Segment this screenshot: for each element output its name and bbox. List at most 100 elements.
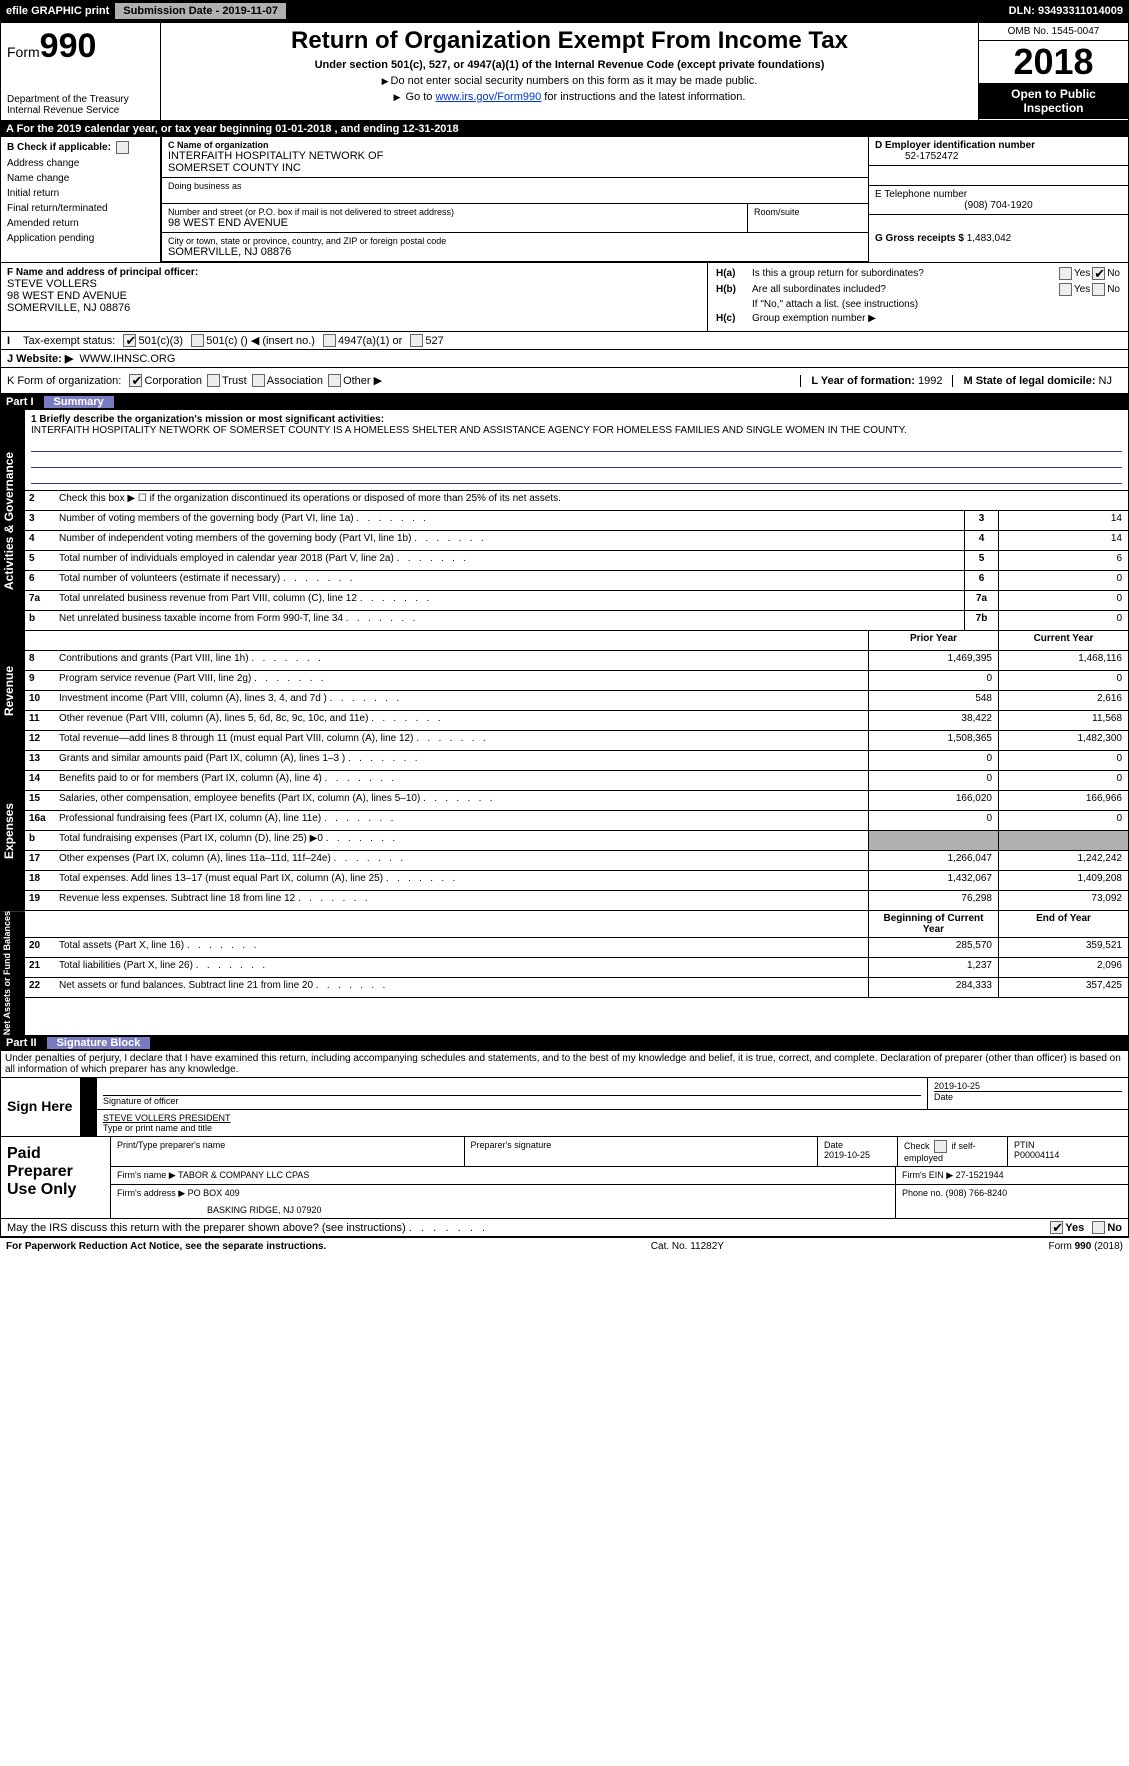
part2-label: Part II — [6, 1037, 47, 1049]
firm-name: TABOR & COMPANY LLC CPAS — [178, 1170, 309, 1180]
row-a-tax-year: A For the 2019 calendar year, or tax yea… — [0, 121, 1129, 137]
sign-here-label: Sign Here — [1, 1078, 81, 1136]
balance-table: Net Assets or Fund Balances Beginning of… — [0, 911, 1129, 1035]
501c3: 501(c)(3) — [138, 335, 183, 347]
col-d: D Employer identification number 52-1752… — [868, 137, 1128, 262]
hc-label: H(c) — [716, 313, 752, 324]
prep-label: Paid Preparer Use Only — [1, 1137, 111, 1218]
527: 527 — [425, 335, 443, 347]
k-label: K Form of organization: — [7, 375, 121, 387]
city-val: SOMERVILLE, NJ 08876 — [168, 246, 862, 258]
checkbox-checked-icon[interactable] — [129, 374, 142, 387]
firm-name-label: Firm's name ▶ — [117, 1170, 178, 1180]
checkbox-icon[interactable] — [1092, 1221, 1105, 1234]
city-box: City or town, state or province, country… — [161, 233, 868, 262]
l-label: L Year of formation: — [811, 375, 918, 387]
py-cy-header: Prior Year Current Year — [25, 631, 1128, 651]
line2-text: Check this box ▶ ☐ if the organization d… — [55, 491, 1128, 510]
table-row: 16aProfessional fundraising fees (Part I… — [25, 811, 1128, 831]
prep-date-label: Date — [824, 1140, 891, 1150]
b-label: B Check if applicable: — [7, 141, 154, 154]
table-row: 14Benefits paid to or for members (Part … — [25, 771, 1128, 791]
tel-label: E Telephone number — [875, 189, 1122, 200]
tel-box: E Telephone number (908) 704-1920 — [869, 186, 1128, 215]
form-title: Return of Organization Exempt From Incom… — [169, 27, 970, 55]
revenue-table: Revenue Prior Year Current Year 8Contrib… — [0, 631, 1129, 751]
table-row: 7aTotal unrelated business revenue from … — [25, 591, 1128, 611]
irs-link[interactable]: www.irs.gov/Form990 — [435, 91, 541, 103]
c-name-label: C Name of organization — [168, 140, 862, 150]
b-item: Application pending — [7, 233, 154, 244]
gross-box: G Gross receipts $ 1,483,042 — [869, 215, 1128, 247]
checkbox-icon[interactable] — [1092, 283, 1105, 296]
website-val: WWW.IHNSC.ORG — [79, 353, 175, 365]
goto-post: for instructions and the latest informat… — [541, 91, 745, 103]
row-i-tax-status: I Tax-exempt status: 501(c)(3) 501(c) ()… — [0, 332, 1129, 350]
b-item: Name change — [7, 173, 154, 184]
form-subtitle: Under section 501(c), 527, or 4947(a)(1)… — [169, 59, 970, 71]
checkbox-icon[interactable] — [1059, 267, 1072, 280]
m-state: NJ — [1099, 375, 1112, 387]
prep-check-pre: Check — [904, 1141, 932, 1151]
dept-treasury: Department of the Treasury — [7, 94, 154, 105]
checkbox-icon[interactable] — [252, 374, 265, 387]
website-label: J Website: ▶ — [7, 352, 73, 365]
hb-label: H(b) — [716, 284, 752, 295]
street-box: Number and street (or P.O. box if mail i… — [161, 204, 868, 233]
rowA-end: 12-31-2018 — [402, 123, 458, 135]
m-label: M State of legal domicile: — [963, 375, 1098, 387]
form-num: 990 — [40, 27, 97, 65]
table-row: 13Grants and similar amounts paid (Part … — [25, 751, 1128, 771]
part2-name: Signature Block — [47, 1037, 151, 1049]
checkbox-icon[interactable] — [328, 374, 341, 387]
bal-header: Beginning of Current Year End of Year — [25, 911, 1128, 938]
firm-phone-label: Phone no. — [902, 1188, 946, 1198]
ptin-label: PTIN — [1014, 1140, 1122, 1150]
mission-text: INTERFAITH HOSPITALITY NETWORK OF SOMERS… — [31, 425, 1122, 436]
checkbox-icon[interactable] — [410, 334, 423, 347]
checkbox-icon[interactable] — [207, 374, 220, 387]
table-row: 20Total assets (Part X, line 16)285,5703… — [25, 938, 1128, 958]
page-footer: For Paperwork Reduction Act Notice, see … — [0, 1237, 1129, 1255]
checkbox-icon[interactable] — [1059, 283, 1072, 296]
table-row: 6Total number of volunteers (estimate if… — [25, 571, 1128, 591]
no-label: No — [1107, 284, 1120, 295]
row-j-website: J Website: ▶ WWW.IHNSC.ORG — [0, 350, 1129, 368]
rowA-begin: 01-01-2018 — [275, 123, 331, 135]
line-2: 2 Check this box ▶ ☐ if the organization… — [25, 491, 1128, 511]
checkbox-checked-icon[interactable] — [1092, 267, 1105, 280]
table-row: 5Total number of individuals employed in… — [25, 551, 1128, 571]
top-bar: efile GRAPHIC print Submission Date - 20… — [0, 0, 1129, 22]
tax-status-label: Tax-exempt status: — [23, 335, 115, 347]
street-val: 98 WEST END AVENUE — [168, 217, 741, 229]
section-fh: F Name and address of principal officer:… — [0, 263, 1129, 332]
checkbox-checked-icon[interactable] — [123, 334, 136, 347]
ein-label: D Employer identification number — [875, 140, 1122, 151]
side-balance: Net Assets or Fund Balances — [1, 911, 25, 1035]
c-name-box: C Name of organization INTERFAITH HOSPIT… — [161, 137, 868, 178]
prep-sig-label: Preparer's signature — [465, 1137, 819, 1166]
k-assoc: Association — [267, 375, 323, 387]
yes-label: Yes — [1065, 1222, 1084, 1234]
501c-pre: 501(c) ( — [206, 335, 244, 347]
goto-pre: Go to — [406, 91, 436, 103]
col-b: B Check if applicable: Address change Na… — [1, 137, 161, 262]
checkbox-checked-icon[interactable] — [1050, 1221, 1063, 1234]
checkbox-icon[interactable] — [116, 141, 129, 154]
side-expenses: Expenses — [1, 751, 25, 911]
firm-ein: 27-1521944 — [956, 1170, 1004, 1180]
checkbox-icon[interactable] — [934, 1140, 947, 1153]
governance-table: Activities & Governance 1 Briefly descri… — [0, 410, 1129, 631]
dept-irs: Internal Revenue Service — [7, 105, 154, 116]
checkbox-icon[interactable] — [323, 334, 336, 347]
rowA-mid: , and ending — [335, 123, 403, 135]
part1-label: Part I — [6, 396, 44, 408]
table-row: 21Total liabilities (Part X, line 26)1,2… — [25, 958, 1128, 978]
ein-box: D Employer identification number 52-1752… — [869, 137, 1128, 166]
part1-name: Summary — [44, 396, 114, 408]
rowA-pre: A For the 2019 calendar year, or tax yea… — [6, 123, 275, 135]
checkbox-icon[interactable] — [191, 334, 204, 347]
officer-addr2: SOMERVILLE, NJ 08876 — [7, 302, 701, 314]
yes-label: Yes — [1074, 284, 1090, 295]
b-item: Final return/terminated — [7, 203, 154, 214]
